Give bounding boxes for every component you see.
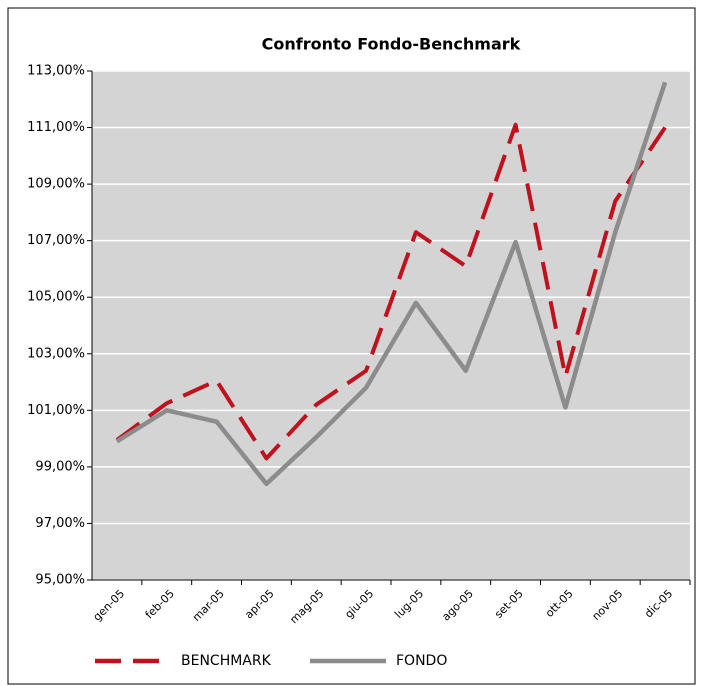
y-tick-label: 101,00% xyxy=(27,403,85,418)
legend-label: BENCHMARK xyxy=(181,653,272,669)
plot-area xyxy=(92,71,690,580)
y-tick-label: 105,00% xyxy=(27,290,85,305)
legend-label: FONDO xyxy=(396,653,447,669)
y-tick-label: 109,00% xyxy=(27,177,85,192)
series-line xyxy=(115,81,668,487)
y-tick-label: 95,00% xyxy=(35,573,85,588)
series-line xyxy=(115,122,667,461)
y-tick-label: 113,00% xyxy=(27,64,85,79)
y-tick-label: 107,00% xyxy=(27,233,85,248)
chart-title: Confronto Fondo-Benchmark xyxy=(262,35,521,54)
y-tick-label: 97,00% xyxy=(35,516,85,531)
y-tick-label: 103,00% xyxy=(27,346,85,361)
y-tick-label: 99,00% xyxy=(35,459,85,474)
y-tick-label: 111,00% xyxy=(27,120,85,135)
